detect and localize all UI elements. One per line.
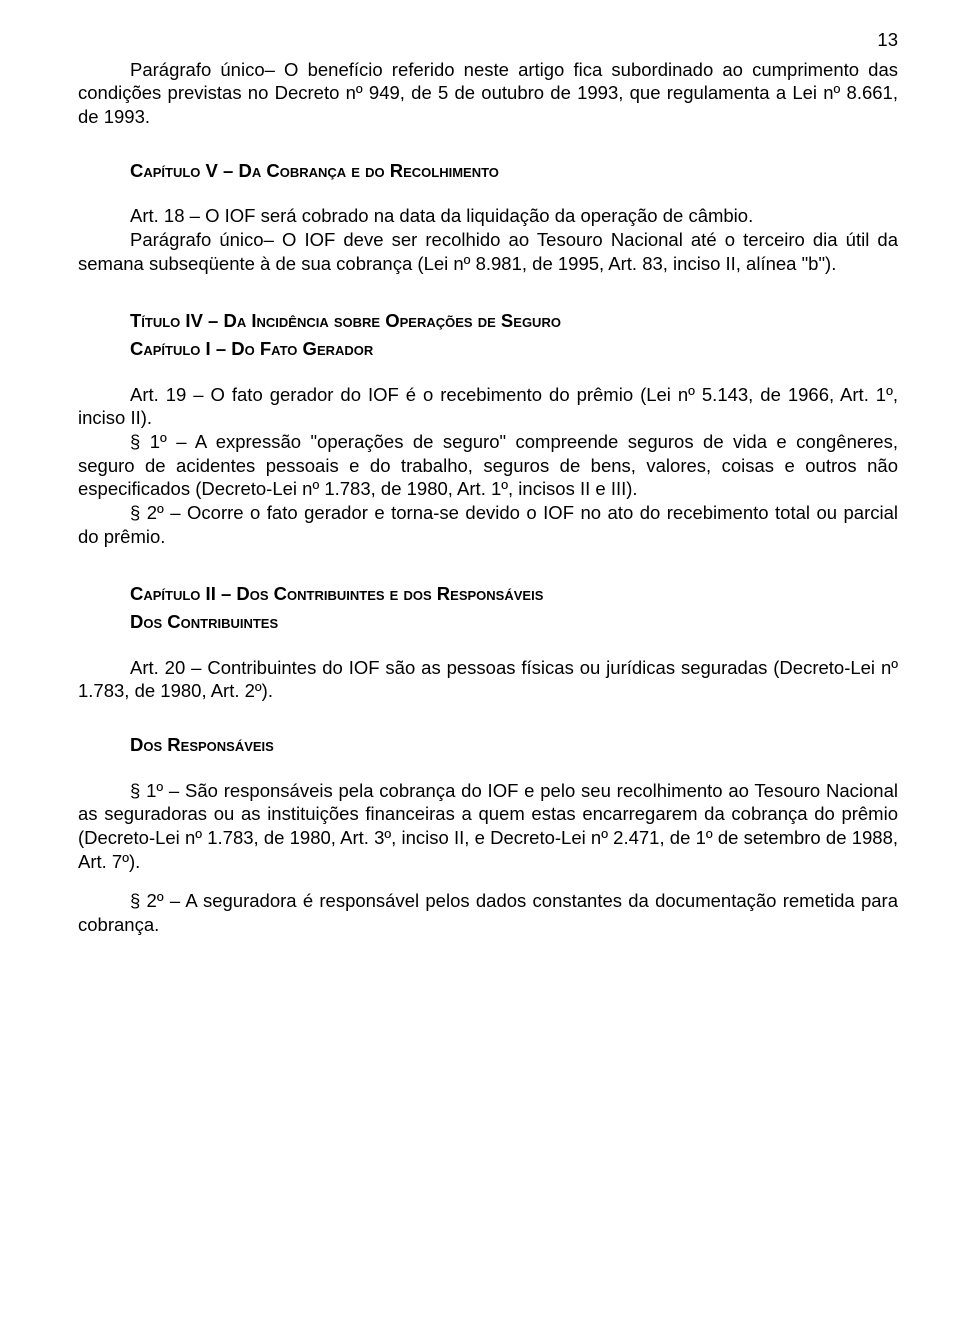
responsaveis-par-1: § 1º – São responsáveis pela cobrança do…: [78, 779, 898, 874]
heading-titulo-iv: Título IV – Da Incidência sobre Operaçõe…: [78, 309, 898, 333]
responsaveis-par-2: § 2º – A seguradora é responsável pelos …: [78, 889, 898, 936]
art-18: Art. 18 – O IOF será cobrado na data da …: [78, 204, 898, 228]
art-20: Art. 20 – Contribuintes do IOF são as pe…: [78, 656, 898, 703]
heading-capitulo-v: Capítulo V – Da Cobrança e do Recolhimen…: [78, 159, 898, 183]
heading-dos-contribuintes: Dos Contribuintes: [78, 610, 898, 634]
paragraph-unico-2: Parágrafo único– O IOF deve ser recolhid…: [78, 228, 898, 275]
heading-capitulo-ii: Capítulo II – Dos Contribuintes e dos Re…: [78, 582, 898, 606]
heading-dos-responsaveis: Dos Responsáveis: [78, 733, 898, 757]
paragraph-unico-1: Parágrafo único– O benefício referido ne…: [78, 58, 898, 129]
art-19-par-1: § 1º – A expressão "operações de seguro"…: [78, 430, 898, 501]
art-19-par-2: § 2º – Ocorre o fato gerador e torna-se …: [78, 501, 898, 548]
art-19: Art. 19 – O fato gerador do IOF é o rece…: [78, 383, 898, 430]
page-number: 13: [78, 28, 898, 52]
heading-capitulo-i: Capítulo I – Do Fato Gerador: [78, 337, 898, 361]
